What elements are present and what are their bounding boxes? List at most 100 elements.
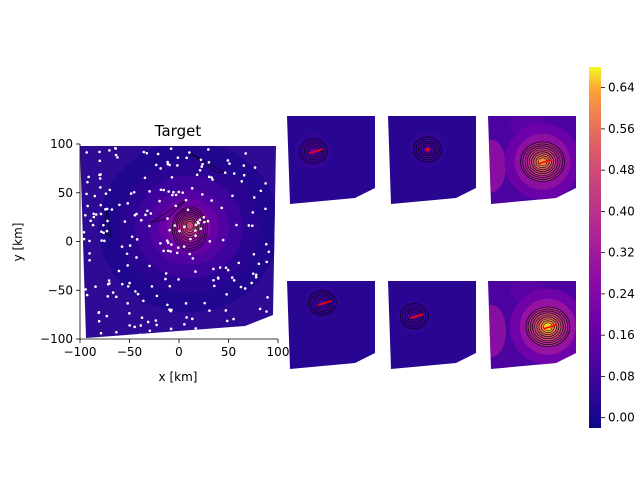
contour-line — [540, 320, 555, 334]
contour-line — [182, 217, 198, 236]
mesh-edge — [103, 208, 112, 238]
small-panel — [388, 116, 476, 204]
station-point — [146, 320, 150, 324]
contour-line — [538, 318, 557, 335]
station-point — [108, 149, 111, 152]
station-point — [210, 176, 213, 179]
station-point — [89, 219, 92, 223]
contour-line — [422, 145, 433, 154]
station-point — [267, 250, 271, 254]
contour-line — [299, 138, 328, 165]
station-point — [120, 282, 124, 286]
station-point — [82, 230, 86, 234]
station-point — [99, 186, 102, 189]
station-point — [208, 309, 211, 312]
station-point — [185, 156, 188, 160]
station-point — [213, 284, 216, 288]
station-point — [182, 245, 186, 248]
contour-line — [177, 211, 203, 244]
station-point — [98, 159, 102, 163]
station-point — [231, 194, 234, 198]
station-point — [250, 281, 253, 285]
station-point — [251, 272, 255, 275]
station-point — [186, 208, 190, 212]
station-point — [139, 218, 143, 222]
contour-line — [525, 306, 571, 347]
main-x-tick-label: −50 — [117, 345, 142, 359]
station-point — [188, 151, 191, 154]
station-point — [98, 177, 102, 180]
station-point — [84, 288, 87, 291]
station-point — [254, 273, 258, 277]
station-point — [195, 173, 199, 177]
station-point — [258, 307, 262, 311]
contour-line — [400, 303, 429, 330]
main-y-tick-label: 50 — [58, 186, 73, 200]
station-point — [100, 239, 103, 242]
colorbar-tick-label: 0.48 — [608, 163, 635, 177]
station-point — [220, 206, 224, 210]
station-point — [198, 218, 202, 222]
station-point — [251, 323, 254, 327]
colorbar: 0.00 0.08 0.16 0.24 0.32 0.40 0.48 0.56 0.64 — [589, 67, 635, 428]
station-point — [117, 269, 121, 273]
station-point — [265, 260, 269, 264]
station-point — [245, 327, 249, 331]
station-point — [108, 282, 111, 285]
station-point — [201, 162, 204, 166]
mesh-edge — [150, 199, 187, 223]
station-point — [106, 295, 110, 298]
mesh-edge — [189, 152, 226, 173]
station-point — [142, 299, 145, 303]
station-point — [200, 193, 204, 196]
direction-arrow — [543, 323, 558, 330]
station-point — [261, 328, 264, 331]
main-title: Target — [154, 122, 202, 140]
station-point — [162, 249, 165, 253]
station-point — [226, 159, 230, 162]
main-x-tick-label: 0 — [175, 345, 183, 359]
station-point — [154, 163, 158, 167]
station-point — [99, 331, 103, 335]
station-point — [91, 223, 95, 227]
station-point — [98, 150, 101, 154]
station-point — [181, 191, 185, 194]
station-point — [171, 193, 174, 197]
small-panels — [287, 116, 576, 369]
main-x-tick-label: −100 — [64, 345, 97, 359]
station-point — [85, 151, 88, 154]
station-point — [193, 229, 197, 232]
station-point — [108, 188, 112, 192]
main-y-tick-label: 0 — [65, 235, 73, 249]
station-point — [212, 267, 215, 271]
station-point — [254, 275, 258, 279]
station-point — [225, 319, 229, 323]
contour-line — [310, 292, 335, 314]
station-point — [244, 152, 248, 155]
main-x-label: x [km] — [159, 370, 198, 384]
station-point — [171, 331, 175, 335]
station-point — [264, 182, 267, 185]
station-point — [265, 242, 268, 246]
station-point — [207, 175, 211, 179]
colorbar-tick-label: 0.56 — [608, 122, 635, 136]
station-point — [251, 211, 255, 214]
station-point — [207, 148, 210, 151]
station-point — [85, 293, 89, 297]
station-point — [150, 285, 154, 288]
station-point — [265, 310, 268, 313]
station-point — [232, 279, 236, 282]
contour-line — [402, 305, 427, 327]
station-point — [105, 314, 109, 318]
station-point — [82, 237, 86, 241]
station-point — [257, 262, 261, 266]
main-y-tick-label: −100 — [40, 332, 73, 346]
main-stations — [82, 146, 271, 337]
contour-line — [526, 147, 559, 176]
contour-line — [307, 290, 337, 316]
station-point — [144, 213, 147, 217]
station-point — [115, 331, 118, 334]
station-point — [243, 287, 247, 290]
station-point — [99, 212, 103, 216]
